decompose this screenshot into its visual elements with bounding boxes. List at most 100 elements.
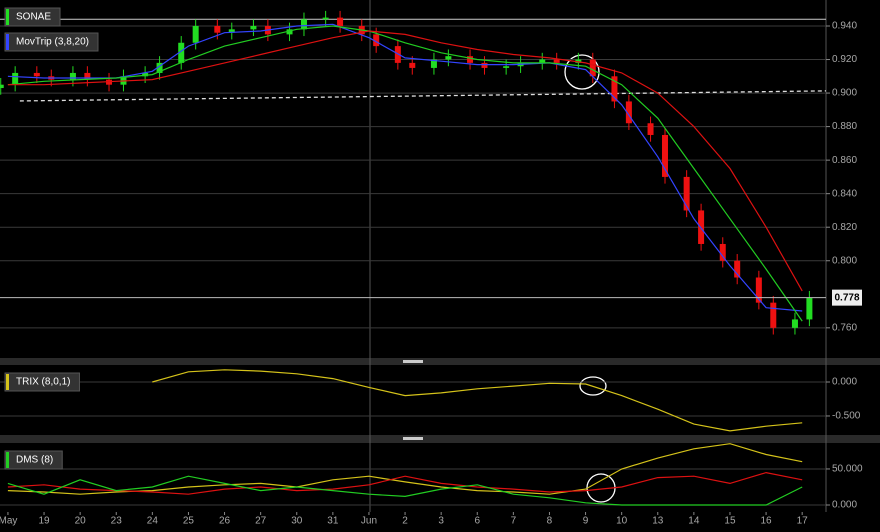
x-tick-label: 8 bbox=[547, 516, 553, 527]
series-line bbox=[7, 25, 803, 322]
candle-body bbox=[445, 56, 452, 60]
y-tick-label: 0.840 bbox=[832, 188, 857, 199]
x-tick-label: 9 bbox=[583, 516, 589, 527]
candle-body bbox=[409, 62, 416, 68]
series-line bbox=[152, 369, 803, 432]
legend-box: SONAE bbox=[4, 7, 61, 27]
separator-handle[interactable] bbox=[403, 437, 423, 440]
series-line bbox=[7, 30, 803, 292]
candle-body bbox=[791, 319, 798, 328]
y-tick-label: 0.000 bbox=[832, 377, 857, 388]
candle-body bbox=[69, 72, 76, 80]
legend-label: MovTrip (3,8,20) bbox=[16, 37, 89, 48]
x-tick-label: May bbox=[0, 516, 17, 527]
legend-bg bbox=[4, 450, 63, 470]
legend-marker bbox=[6, 9, 9, 25]
candle-body bbox=[661, 134, 668, 177]
x-tick-label: 16 bbox=[761, 516, 773, 527]
panel-separator[interactable] bbox=[0, 435, 880, 443]
legend-bg bbox=[4, 372, 80, 392]
candle-body bbox=[250, 25, 257, 30]
candle-body bbox=[806, 297, 813, 320]
y-tick-label: 0.860 bbox=[832, 155, 857, 166]
x-tick-label: 24 bbox=[147, 516, 159, 527]
x-tick-label: 31 bbox=[327, 516, 339, 527]
y-tick-label: 0.880 bbox=[832, 121, 857, 132]
candle-body bbox=[430, 59, 437, 68]
x-tick-label: 27 bbox=[255, 516, 267, 527]
y-tick-label: -0.500 bbox=[832, 411, 861, 422]
trend-line bbox=[19, 90, 827, 102]
legend-box: TRIX (8,0,1) bbox=[4, 372, 80, 392]
candle-body bbox=[373, 34, 380, 47]
legend-marker bbox=[6, 452, 9, 468]
candle-body bbox=[539, 59, 546, 63]
candle-body bbox=[12, 72, 19, 85]
candle-body bbox=[467, 56, 474, 63]
candle-body bbox=[719, 243, 726, 261]
y-tick-label: 0.900 bbox=[832, 88, 857, 99]
y-tick-label: 0.820 bbox=[832, 222, 857, 233]
candle-body bbox=[228, 29, 235, 33]
candle-body bbox=[33, 72, 40, 77]
x-tick-label: 15 bbox=[724, 516, 736, 527]
x-tick-label: 26 bbox=[219, 516, 231, 527]
candle-body bbox=[589, 59, 596, 77]
candle-body bbox=[156, 62, 163, 73]
legend-marker bbox=[6, 34, 9, 50]
y-tick-label: 0.000 bbox=[832, 500, 857, 511]
x-tick-label: 7 bbox=[511, 516, 517, 527]
x-tick-label: 14 bbox=[688, 516, 700, 527]
candle-body bbox=[0, 84, 4, 89]
candle-body bbox=[553, 59, 560, 63]
legend-label: DMS (8) bbox=[16, 455, 53, 466]
candle-body bbox=[214, 25, 221, 33]
candle-body bbox=[286, 29, 293, 35]
candle-body bbox=[178, 42, 185, 63]
x-tick-label: 10 bbox=[616, 516, 628, 527]
legend-box: MovTrip (3,8,20) bbox=[4, 32, 99, 52]
candle-body bbox=[734, 260, 741, 278]
candle-body bbox=[322, 17, 329, 20]
y-tick-label: 0.760 bbox=[832, 322, 857, 333]
x-tick-label: 6 bbox=[474, 516, 480, 527]
last-price-label: 0.778 bbox=[834, 292, 859, 303]
y-tick-label: 0.940 bbox=[832, 21, 857, 32]
separator-handle[interactable] bbox=[403, 360, 423, 363]
x-tick-label: 2 bbox=[402, 516, 408, 527]
y-tick-label: 0.800 bbox=[832, 255, 857, 266]
legend-bg bbox=[4, 32, 99, 52]
candle-body bbox=[142, 72, 149, 77]
x-tick-label: 19 bbox=[38, 516, 50, 527]
x-tick-label: 23 bbox=[111, 516, 123, 527]
series-line bbox=[7, 471, 803, 495]
candle-body bbox=[755, 277, 762, 303]
annotation-circle bbox=[579, 376, 607, 396]
x-tick-label: 30 bbox=[291, 516, 303, 527]
candle-body bbox=[300, 19, 307, 30]
candle-body bbox=[770, 302, 777, 328]
candle-body bbox=[575, 59, 582, 63]
legend-label: SONAE bbox=[16, 12, 51, 23]
candle-body bbox=[481, 62, 488, 68]
panel-separator[interactable] bbox=[0, 358, 880, 365]
candle-body bbox=[625, 101, 632, 124]
candle-body bbox=[337, 17, 344, 26]
x-tick-label: 25 bbox=[183, 516, 195, 527]
x-tick-label: 20 bbox=[75, 516, 87, 527]
legend-label: TRIX (8,0,1) bbox=[16, 377, 70, 388]
candle-body bbox=[503, 66, 510, 68]
y-tick-label: 50.000 bbox=[832, 464, 863, 475]
y-tick-label: 0.920 bbox=[832, 54, 857, 65]
last-price-box bbox=[832, 289, 862, 306]
x-tick-label: 3 bbox=[438, 516, 444, 527]
legend-box: DMS (8) bbox=[4, 450, 63, 470]
candle-body bbox=[683, 176, 690, 211]
candle-body bbox=[84, 72, 91, 80]
series-line bbox=[7, 23, 803, 312]
series-line bbox=[7, 475, 803, 506]
x-tick-label: 13 bbox=[652, 516, 664, 527]
candle-body bbox=[192, 25, 199, 43]
candle-body bbox=[611, 76, 618, 102]
